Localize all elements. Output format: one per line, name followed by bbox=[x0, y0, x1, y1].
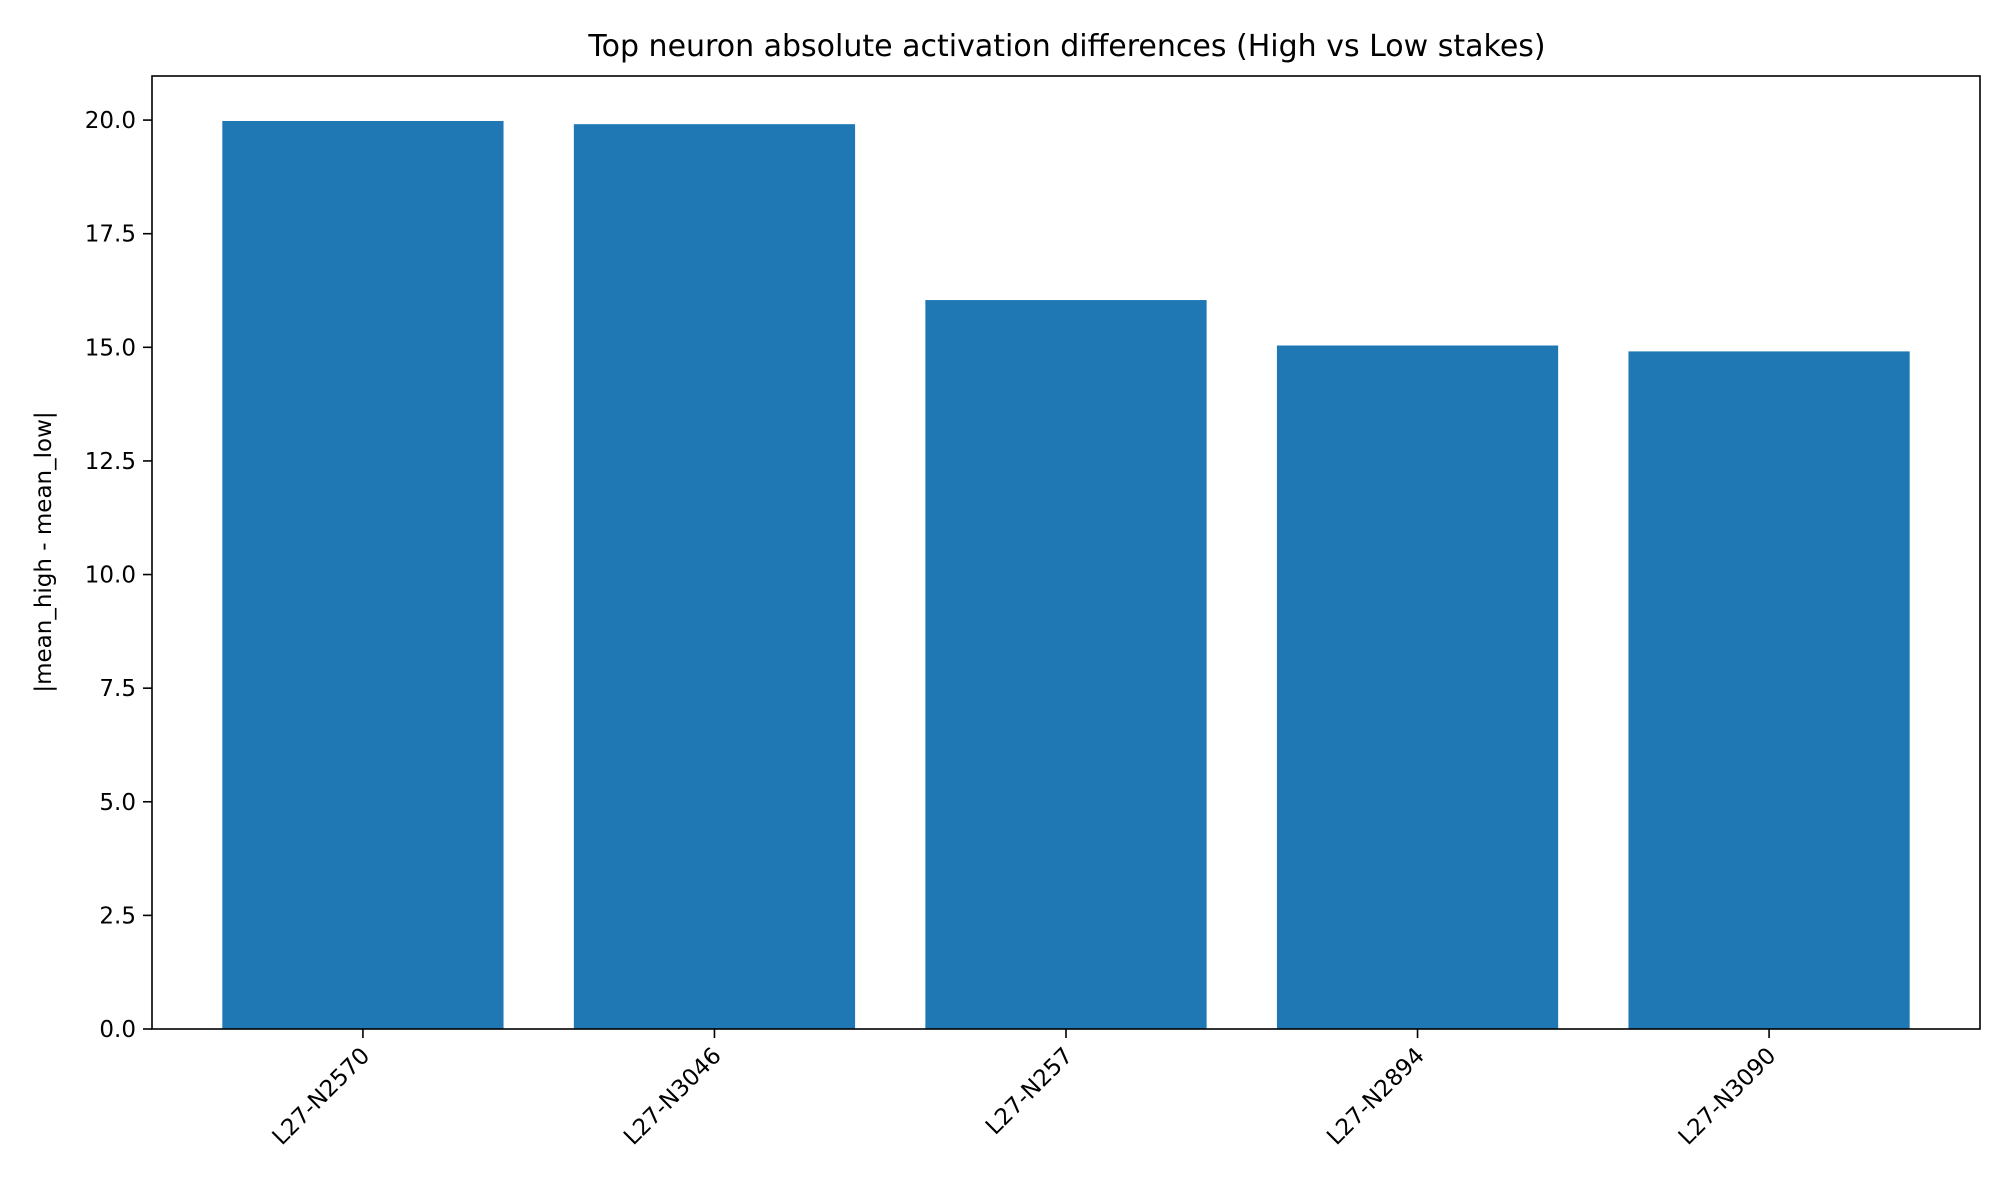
bar-l27-n3090 bbox=[1628, 351, 1910, 1029]
y-tick-label: 20.0 bbox=[85, 108, 136, 134]
y-axis: 0.0 2.5 5.0 7.5 10.0 12.5 15.0 17.5 20.0 bbox=[85, 108, 152, 1043]
y-tick-label: 5.0 bbox=[99, 790, 136, 816]
plot-frame bbox=[151, 75, 1981, 1030]
y-tick-label: 12.5 bbox=[85, 449, 136, 475]
bar-l27-n2570 bbox=[222, 120, 504, 1030]
bar-l27-n257 bbox=[925, 300, 1207, 1029]
y-axis-title: |mean_high - mean_low| bbox=[31, 411, 57, 692]
y-tick-label: 2.5 bbox=[99, 903, 136, 929]
y-tick-label: 15.0 bbox=[85, 335, 136, 361]
bar-l27-n2894 bbox=[1276, 345, 1559, 1029]
y-tick-label: 0.0 bbox=[99, 1017, 136, 1043]
bars-layer bbox=[222, 120, 1910, 1030]
y-tick-label: 10.0 bbox=[85, 563, 136, 589]
y-tick-label: 7.5 bbox=[99, 676, 136, 702]
y-tick-label: 17.5 bbox=[85, 222, 136, 248]
chart-title: Top neuron absolute activation differenc… bbox=[587, 29, 1545, 64]
bar-l27-n3046 bbox=[573, 124, 856, 1030]
